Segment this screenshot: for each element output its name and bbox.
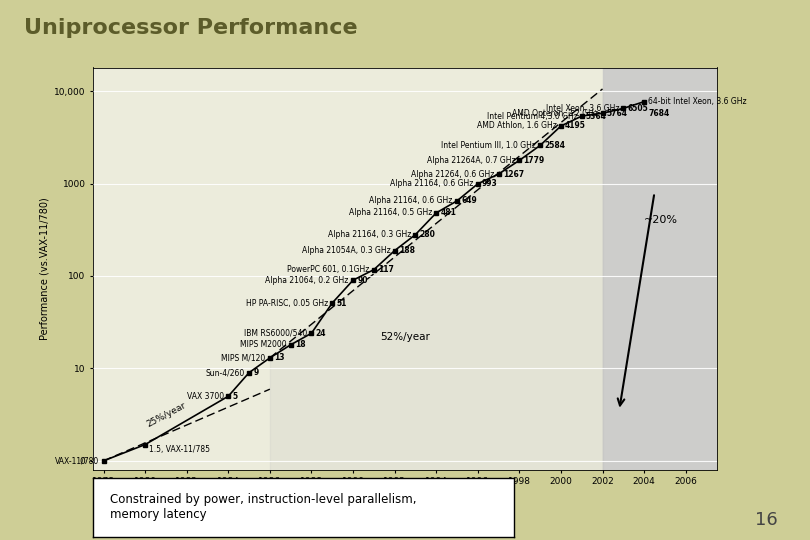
Text: 280: 280 [420,230,436,239]
Text: 1267: 1267 [503,170,524,179]
Text: 117: 117 [378,265,394,274]
Text: 993: 993 [482,179,497,188]
Text: HP PA-RISC, 0.05 GHz: HP PA-RISC, 0.05 GHz [245,299,328,307]
Text: Alpha 21164, 0.5 GHz: Alpha 21164, 0.5 GHz [348,208,432,218]
Text: Alpha 21164, 0.3 GHz: Alpha 21164, 0.3 GHz [328,230,411,239]
Text: AMD Opteron, 2.2 GHz: AMD Opteron, 2.2 GHz [513,109,599,118]
Text: 7684: 7684 [648,109,670,118]
Text: Intel Xeon, 3.6 GHz: Intel Xeon, 3.6 GHz [546,104,619,113]
Text: 649: 649 [461,197,477,205]
Text: Alpha 21164, 0.6 GHz: Alpha 21164, 0.6 GHz [390,179,474,188]
Text: 4195: 4195 [565,122,586,131]
Text: 1.5, VAX-11/785: 1.5, VAX-11/785 [149,444,211,454]
Text: 90: 90 [357,276,368,285]
Text: Alpha 21054A, 0.3 GHz: Alpha 21054A, 0.3 GHz [301,246,390,255]
Y-axis label: Performance (vs.VAX-11/780): Performance (vs.VAX-11/780) [40,197,50,340]
Text: 1779: 1779 [523,156,545,165]
Text: PowerPC 601, 0.1GHz: PowerPC 601, 0.1GHz [288,265,369,274]
Text: 24: 24 [316,329,326,338]
Text: Sun-4/260: Sun-4/260 [206,368,245,377]
Text: MIPS M/120: MIPS M/120 [221,353,266,362]
Text: 5364: 5364 [586,112,607,120]
Text: Alpha 21064, 0.2 GHz: Alpha 21064, 0.2 GHz [266,276,349,285]
Text: VAX-11/780: VAX-11/780 [55,456,100,465]
Text: Uniprocessor Performance: Uniprocessor Performance [24,18,358,38]
Text: Intel Pentium III, 1.0 GHz: Intel Pentium III, 1.0 GHz [441,141,536,150]
Text: AMD Athlon, 1.6 GHz: AMD Athlon, 1.6 GHz [477,122,556,131]
Text: VAX 3700: VAX 3700 [187,392,224,401]
Text: ~20%: ~20% [644,215,678,225]
Text: Intel Pentium 4,3.0 GHz: Intel Pentium 4,3.0 GHz [487,112,578,120]
Text: 188: 188 [399,246,415,255]
Text: 2584: 2584 [544,141,565,150]
Text: Alpha 21164, 0.6 GHz: Alpha 21164, 0.6 GHz [369,197,453,205]
Text: 25%/year: 25%/year [145,401,187,429]
Text: 6505: 6505 [628,104,648,113]
Text: Constrained by power, instruction-level parallelism,
memory latency: Constrained by power, instruction-level … [110,492,416,521]
Text: 481: 481 [441,208,456,218]
Text: 52%/year: 52%/year [380,332,430,342]
Text: Alpha 21264, 0.6 GHz: Alpha 21264, 0.6 GHz [411,170,494,179]
Text: 9: 9 [254,368,258,377]
Text: MIPS M2000: MIPS M2000 [240,340,287,349]
Text: Alpha 21264A, 0.7 GHz: Alpha 21264A, 0.7 GHz [427,156,515,165]
Text: 16: 16 [755,511,778,529]
Bar [603,68,717,470]
Text: 18: 18 [295,340,305,349]
Text: 13: 13 [274,353,284,362]
Text: IBM RS6000/540: IBM RS6000/540 [244,329,307,338]
Text: 5764: 5764 [607,109,628,118]
Text: 51: 51 [336,299,347,307]
Text: 64-bit Intel Xeon, 3.6 GHz: 64-bit Intel Xeon, 3.6 GHz [648,97,747,106]
Text: 5: 5 [232,392,237,401]
